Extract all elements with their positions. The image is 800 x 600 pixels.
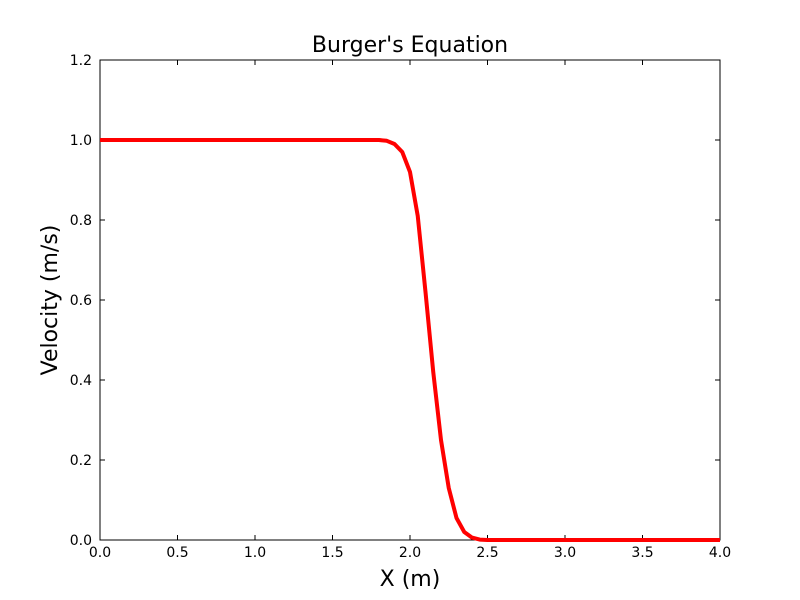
series-layer bbox=[100, 138, 720, 542]
plot-area bbox=[99, 59, 721, 541]
y-tick-label: 0.0 bbox=[70, 533, 92, 549]
x-tick-label: 3.0 bbox=[554, 545, 576, 561]
x-tick-label: 1.0 bbox=[244, 545, 266, 561]
chart-title: Burger's Equation bbox=[312, 33, 508, 58]
plot-frame bbox=[99, 59, 721, 541]
y-tick-label: 0.6 bbox=[70, 293, 92, 309]
y-axis-label: Velocity (m/s) bbox=[38, 225, 63, 376]
y-tick-label: 1.0 bbox=[70, 133, 92, 149]
x-tick-label: 1.5 bbox=[321, 545, 343, 561]
y-tick-label: 0.4 bbox=[70, 373, 92, 389]
x-tick-label: 0.5 bbox=[166, 545, 188, 561]
x-tick-label: 4.0 bbox=[709, 545, 731, 561]
y-tick-label: 1.2 bbox=[70, 53, 92, 69]
y-tick-label: 0.8 bbox=[70, 213, 92, 229]
x-tick-label: 0.0 bbox=[89, 545, 111, 561]
ticks: 0.0 0.5 1.0 1.5 2.0 2.5 3.0 3.5 4.0 0.0 0.2 0.4 0.6 0… bbox=[70, 53, 731, 561]
x-tick-label: 2.0 bbox=[399, 545, 421, 561]
x-axis-label: X (m) bbox=[380, 567, 441, 592]
x-tick-label: 2.5 bbox=[476, 545, 498, 561]
series-line bbox=[100, 138, 720, 542]
y-tick-label: 0.2 bbox=[70, 453, 92, 469]
x-tick-label: 3.5 bbox=[631, 545, 653, 561]
